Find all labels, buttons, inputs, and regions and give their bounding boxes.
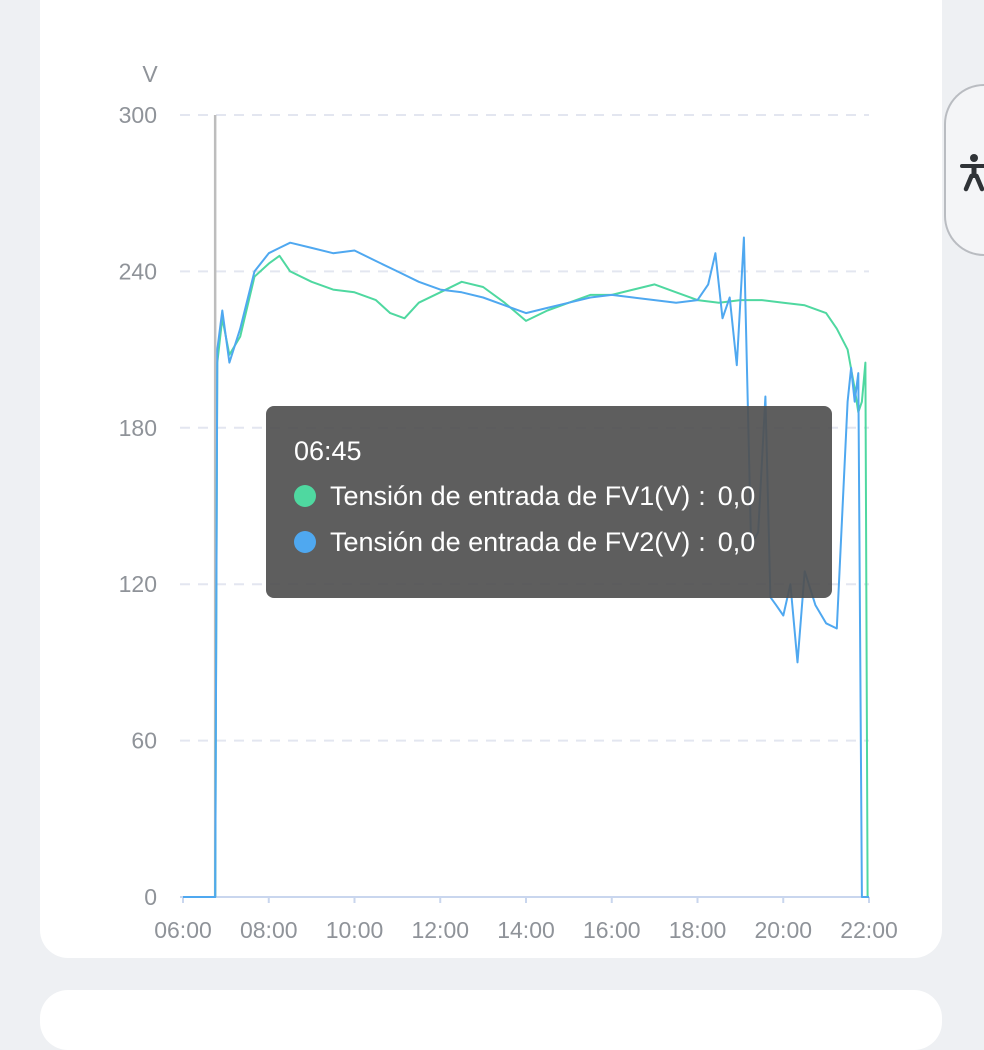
tooltip-sep-fv1: : — [698, 481, 706, 511]
x-tick-label: 12:00 — [411, 917, 469, 943]
accessibility-button[interactable] — [944, 84, 984, 256]
x-tick-label: 08:00 — [240, 917, 298, 943]
tooltip-sep-fv2: : — [698, 527, 706, 557]
x-tick-label: 06:00 — [154, 917, 212, 943]
series-dot-fv2 — [294, 531, 316, 553]
chart-tooltip: 06:45 Tensión de entrada de FV1(V) : 0,0… — [266, 406, 832, 598]
tooltip-label-fv1: Tensión de entrada de FV1(V) — [330, 481, 691, 511]
y-tick-label: 0 — [144, 884, 157, 910]
x-tick-label: 18:00 — [669, 917, 727, 943]
y-axis-unit: V — [142, 61, 158, 87]
tooltip-row-fv1: Tensión de entrada de FV1(V) : 0,0 — [294, 480, 804, 512]
y-tick-label: 300 — [119, 102, 157, 128]
x-tick-label: 20:00 — [754, 917, 812, 943]
line-chart[interactable]: 0 60 120 180 240 300 V 06:00 08:00 10:00 12:00 14:0… — [0, 0, 984, 1000]
tooltip-time: 06:45 — [294, 436, 362, 466]
accessibility-icon — [960, 154, 984, 192]
x-tick-label: 22:00 — [840, 917, 898, 943]
tooltip-value-fv1: 0,0 — [717, 481, 756, 511]
tooltip-label-fv2: Tensión de entrada de FV2(V) — [330, 527, 691, 557]
tooltip-value-fv2: 0,0 — [717, 527, 756, 557]
y-tick-label: 60 — [131, 728, 157, 754]
tooltip-row-fv2: Tensión de entrada de FV2(V) : 0,0 — [294, 526, 804, 558]
x-tick-label: 16:00 — [583, 917, 641, 943]
series-dot-fv1 — [294, 485, 316, 507]
x-tick-label: 10:00 — [326, 917, 384, 943]
y-tick-label: 240 — [119, 258, 157, 284]
series-line-fv1 — [183, 254, 869, 898]
x-tick-label: 14:00 — [497, 917, 555, 943]
y-tick-label: 120 — [119, 571, 157, 597]
y-tick-label: 180 — [119, 415, 157, 441]
